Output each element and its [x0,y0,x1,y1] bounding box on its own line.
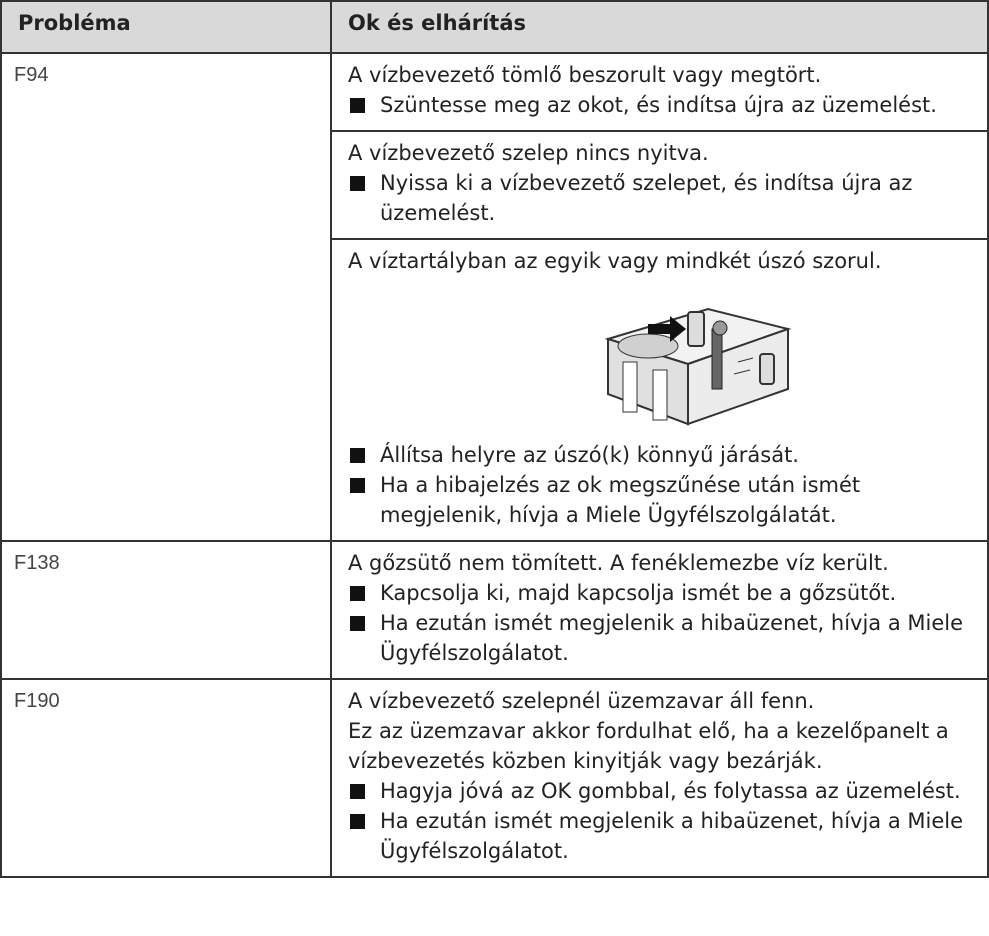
remedy-step: Ha a hibajelzés az ok megszűnése után is… [348,470,971,530]
problem-code: F138 [0,540,332,680]
remedy-step: Állítsa helyre az úszó(k) könnyű járását… [348,440,971,470]
cause-text: A vízbevezető szelepnél üzemzavar áll fe… [348,689,815,713]
cause-cell: A vízbevezető tömlő beszorult vagy megtö… [330,52,989,542]
cause-cell: A gőzsütő nem tömített. A fenéklemezbe v… [330,540,989,680]
table-row: F94 A vízbevezető tömlő beszorult vagy me… [0,52,989,542]
cause: A gőzsütő nem tömített. A fenéklemezbe v… [332,542,987,678]
cause-text: A vízbevezető szelep nincs nyitva. [348,141,709,165]
problem-code: F190 [0,678,332,878]
cause-text: A gőzsütő nem tömített. A fenéklemezbe v… [348,551,889,575]
header-row: Probléma Ok és elhárítás [0,0,989,54]
cause: A víztartályban az egyik vagy mindkét ús… [332,238,987,540]
float-illustration [604,307,792,426]
remedy-step: Nyissa ki a vízbevezető szelepet, és ind… [348,168,971,228]
table-row: F190 A vízbevezető szelepnél üzemzavar ál… [0,678,989,878]
cause-text: Ez az üzemzavar akkor fordulhat elő, ha … [348,719,949,773]
remedy-step: Ha ezután ismét megjelenik a hibaüzenet,… [348,608,971,668]
table-body: F94 A vízbevezető tömlő beszorult vagy me… [0,52,989,878]
cause: A vízbevezető szelep nincs nyitva. Nyissa… [332,130,987,238]
header-cell: Probléma [0,0,332,54]
remedy-step: Kapcsolja ki, majd kapcsolja ismét be a … [348,578,971,608]
table-row: F138 A gőzsütő nem tömített. A fenéklemez… [0,540,989,680]
remedy-step: Hagyja jóvá az OK gombbal, és folytassa … [348,776,971,806]
cause: A vízbevezető tömlő beszorult vagy megtö… [332,54,987,130]
cause: A vízbevezető szelepnél üzemzavar áll fe… [332,680,987,876]
troubleshooting-table: Probléma Ok és elhárítás F94 A vízbevezet… [0,0,989,878]
cause-text: A vízbevezető tömlő beszorult vagy megtö… [348,63,822,87]
remedy-step: Ha ezután ismét megjelenik a hibaüzenet,… [348,806,971,866]
cause-text: A víztartályban az egyik vagy mindkét ús… [348,249,882,273]
cause-cell: A vízbevezető szelepnél üzemzavar áll fe… [330,678,989,878]
remedy-step: Szüntesse meg az okot, és indítsa újra a… [348,90,971,120]
header-cell: Ok és elhárítás [330,0,989,54]
problem-code: F94 [0,52,332,542]
